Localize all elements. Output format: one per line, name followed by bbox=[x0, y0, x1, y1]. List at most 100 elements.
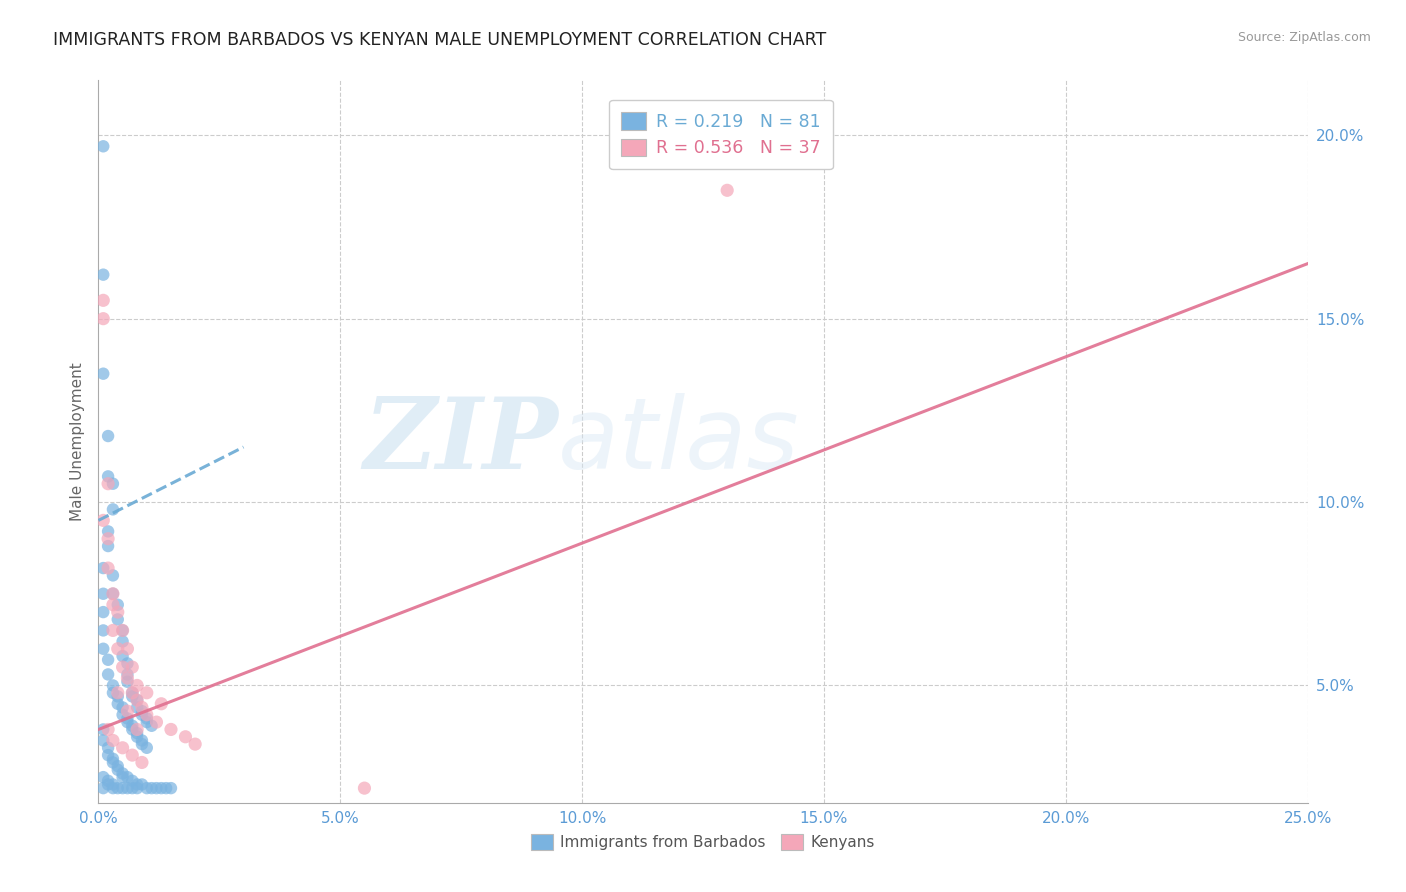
Point bbox=[117, 671, 139, 685]
Point bbox=[121, 723, 143, 737]
Point bbox=[107, 759, 129, 773]
Point bbox=[91, 605, 114, 619]
Point bbox=[101, 678, 124, 692]
Point bbox=[127, 726, 149, 740]
Point bbox=[97, 777, 120, 791]
Point bbox=[101, 587, 124, 601]
Point bbox=[91, 139, 114, 153]
Point bbox=[155, 781, 177, 796]
Point bbox=[111, 624, 134, 638]
Point bbox=[716, 183, 738, 197]
Point bbox=[101, 587, 124, 601]
Point bbox=[111, 740, 134, 755]
Point bbox=[127, 777, 149, 791]
Y-axis label: Male Unemployment: Male Unemployment bbox=[69, 362, 84, 521]
Text: atlas: atlas bbox=[558, 393, 800, 490]
Point bbox=[117, 657, 139, 671]
Point bbox=[101, 756, 124, 770]
Point bbox=[91, 624, 114, 638]
Point bbox=[107, 781, 129, 796]
Point bbox=[150, 697, 173, 711]
Point bbox=[127, 678, 149, 692]
Point bbox=[91, 723, 114, 737]
Text: ZIP: ZIP bbox=[363, 393, 558, 490]
Point bbox=[121, 781, 143, 796]
Point bbox=[121, 690, 143, 704]
Point bbox=[91, 561, 114, 575]
Point bbox=[91, 513, 114, 527]
Point bbox=[127, 700, 149, 714]
Point bbox=[131, 737, 153, 751]
Point bbox=[91, 733, 114, 747]
Point bbox=[101, 598, 124, 612]
Point bbox=[91, 770, 114, 784]
Point bbox=[135, 711, 157, 725]
Point bbox=[160, 723, 183, 737]
Point bbox=[131, 707, 153, 722]
Point bbox=[91, 641, 114, 656]
Point bbox=[107, 697, 129, 711]
Point bbox=[117, 715, 139, 730]
Point bbox=[111, 634, 134, 648]
Legend: Immigrants from Barbados, Kenyans: Immigrants from Barbados, Kenyans bbox=[526, 829, 880, 856]
Point bbox=[150, 781, 173, 796]
Point bbox=[111, 649, 134, 664]
Point bbox=[117, 667, 139, 681]
Point bbox=[97, 748, 120, 763]
Point bbox=[97, 723, 120, 737]
Point bbox=[117, 711, 139, 725]
Point bbox=[97, 476, 120, 491]
Point bbox=[127, 723, 149, 737]
Point bbox=[117, 674, 139, 689]
Point bbox=[141, 719, 163, 733]
Point bbox=[117, 770, 139, 784]
Point bbox=[107, 605, 129, 619]
Point bbox=[111, 624, 134, 638]
Point bbox=[121, 660, 143, 674]
Point bbox=[131, 704, 153, 718]
Point bbox=[131, 733, 153, 747]
Point bbox=[121, 748, 143, 763]
Point bbox=[97, 429, 120, 443]
Point bbox=[121, 686, 143, 700]
Point bbox=[91, 268, 114, 282]
Point bbox=[111, 766, 134, 780]
Point bbox=[107, 641, 129, 656]
Text: IMMIGRANTS FROM BARBADOS VS KENYAN MALE UNEMPLOYMENT CORRELATION CHART: IMMIGRANTS FROM BARBADOS VS KENYAN MALE … bbox=[53, 31, 827, 49]
Point bbox=[353, 781, 375, 796]
Point bbox=[127, 730, 149, 744]
Point bbox=[97, 469, 120, 483]
Point bbox=[145, 715, 167, 730]
Point bbox=[91, 781, 114, 796]
Point bbox=[91, 311, 114, 326]
Point bbox=[107, 690, 129, 704]
Point bbox=[117, 781, 139, 796]
Point bbox=[127, 693, 149, 707]
Point bbox=[135, 781, 157, 796]
Point bbox=[131, 756, 153, 770]
Point bbox=[107, 763, 129, 777]
Point bbox=[97, 653, 120, 667]
Point bbox=[101, 686, 124, 700]
Point bbox=[107, 686, 129, 700]
Point bbox=[135, 707, 157, 722]
Point bbox=[97, 524, 120, 539]
Point bbox=[101, 733, 124, 747]
Point bbox=[97, 539, 120, 553]
Point bbox=[111, 781, 134, 796]
Point bbox=[107, 598, 129, 612]
Point bbox=[111, 707, 134, 722]
Point bbox=[101, 624, 124, 638]
Point bbox=[121, 719, 143, 733]
Point bbox=[131, 777, 153, 791]
Text: Source: ZipAtlas.com: Source: ZipAtlas.com bbox=[1237, 31, 1371, 45]
Point bbox=[101, 502, 124, 516]
Point bbox=[111, 700, 134, 714]
Point bbox=[174, 730, 197, 744]
Point bbox=[101, 777, 124, 791]
Point bbox=[101, 752, 124, 766]
Point bbox=[135, 740, 157, 755]
Point bbox=[101, 568, 124, 582]
Point bbox=[121, 686, 143, 700]
Point bbox=[101, 781, 124, 796]
